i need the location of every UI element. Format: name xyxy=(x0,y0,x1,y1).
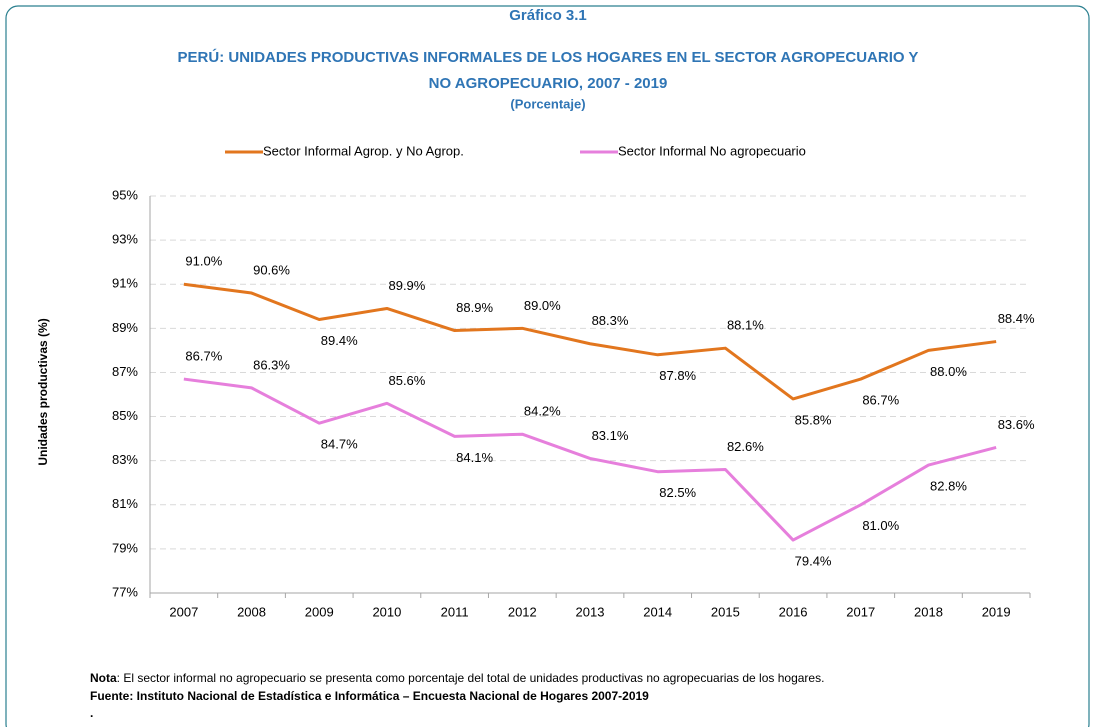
chart-title: NO AGROPECUARIO, 2007 - 2019 xyxy=(429,75,668,92)
data-label: 88.9% xyxy=(456,300,493,315)
series-line xyxy=(183,282,997,401)
y-tick-label: 79% xyxy=(112,540,138,555)
frame xyxy=(5,5,1090,727)
data-label: 86.7% xyxy=(862,392,899,407)
y-tick-label: 93% xyxy=(112,232,138,247)
y-tick-label: 87% xyxy=(112,364,138,379)
data-label: 86.3% xyxy=(253,357,290,372)
x-tick-label: 2008 xyxy=(237,604,266,619)
x-tick-label: 2007 xyxy=(169,604,198,619)
footer-mark: . xyxy=(90,706,93,720)
data-label: 86.7% xyxy=(185,348,222,363)
x-tick-label: 2012 xyxy=(508,604,537,619)
x-tick-label: 2011 xyxy=(441,604,469,619)
chart-subtitle: (Porcentaje) xyxy=(510,96,585,111)
data-label: 91.0% xyxy=(185,254,222,269)
data-label: 79.4% xyxy=(795,554,832,569)
x-tick-label: 2014 xyxy=(643,604,672,619)
data-label: 87.8% xyxy=(659,368,696,383)
data-label: 84.2% xyxy=(524,404,561,419)
series-line xyxy=(183,377,997,542)
data-label: 82.6% xyxy=(727,439,764,454)
data-label: 88.4% xyxy=(998,311,1035,326)
data-label: 84.7% xyxy=(321,437,358,452)
chart-title: PERÚ: UNIDADES PRODUCTIVAS INFORMALES DE… xyxy=(178,48,919,66)
data-label: 90.6% xyxy=(253,262,290,277)
source: Fuente: Instituto Nacional de Estadístic… xyxy=(90,689,649,703)
data-label: 89.0% xyxy=(524,298,561,313)
note-label: Nota xyxy=(90,671,117,685)
x-tick-label: 2019 xyxy=(982,604,1011,619)
y-tick-label: 95% xyxy=(112,187,138,202)
y-tick-label: 81% xyxy=(112,496,138,511)
x-tick-label: 2009 xyxy=(305,604,334,619)
chart-heading: Gráfico 3.1 xyxy=(509,7,587,24)
legend-label: Sector Informal Agrop. y No Agrop. xyxy=(263,143,464,158)
data-label: 88.3% xyxy=(592,313,629,328)
y-tick-label: 91% xyxy=(112,276,138,291)
data-label: 83.1% xyxy=(592,428,629,443)
data-label: 83.6% xyxy=(998,417,1035,432)
data-label: 88.0% xyxy=(930,364,967,379)
y-axis-label: Unidades productivas (%) xyxy=(36,318,50,465)
x-tick-label: 2016 xyxy=(779,604,808,619)
data-label: 82.5% xyxy=(659,485,696,500)
data-label: 85.8% xyxy=(795,412,832,427)
y-tick-label: 77% xyxy=(112,584,138,599)
data-label: 84.1% xyxy=(456,450,493,465)
data-label: 85.6% xyxy=(388,373,425,388)
y-tick-label: 85% xyxy=(112,408,138,423)
y-tick-label: 83% xyxy=(112,452,138,467)
x-tick-label: 2013 xyxy=(576,604,605,619)
x-tick-label: 2017 xyxy=(846,604,875,619)
y-tick-label: 89% xyxy=(112,320,138,335)
x-tick-label: 2015 xyxy=(711,604,740,619)
data-label: 89.4% xyxy=(321,333,358,348)
legend-label: Sector Informal No agropecuario xyxy=(618,143,806,158)
data-label: 88.1% xyxy=(727,318,764,333)
note-text: : El sector informal no agropecuario se … xyxy=(117,671,825,685)
x-tick-label: 2010 xyxy=(372,604,401,619)
x-tick-label: 2018 xyxy=(914,604,943,619)
data-label: 89.9% xyxy=(388,278,425,293)
data-label: 82.8% xyxy=(930,479,967,494)
data-label: 81.0% xyxy=(862,518,899,533)
